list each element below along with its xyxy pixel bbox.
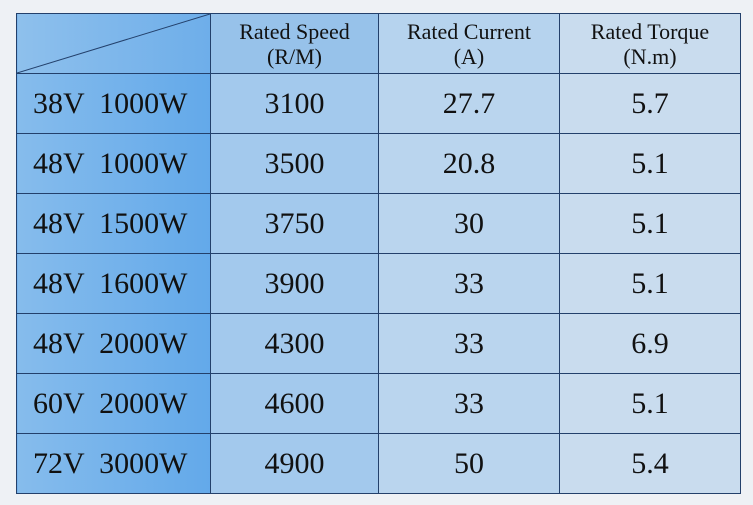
torque-cell: 5.1 [559,193,741,254]
torque-cell: 6.9 [559,313,741,374]
model-cell: 60V 2000W [16,373,211,434]
diagonal-divider [17,14,210,73]
current-cell: 33 [378,253,560,314]
table-row: 72V 3000W 4900 50 5.4 [16,433,741,494]
table-row: 48V 2000W 4300 33 6.9 [16,313,741,374]
header-rated-speed: Rated Speed (R/M) [210,13,379,74]
header-rated-current: Rated Current (A) [378,13,560,74]
speed-cell: 4600 [210,373,379,434]
speed-cell: 3100 [210,73,379,134]
corner-cell [16,13,211,74]
torque-cell: 5.7 [559,73,741,134]
header-speed-unit: (R/M) [267,43,322,69]
table-header-row: Rated Speed (R/M) Rated Current (A) Rate… [16,13,741,74]
torque-cell: 5.1 [559,253,741,314]
speed-cell: 4900 [210,433,379,494]
current-cell: 30 [378,193,560,254]
current-cell: 33 [378,373,560,434]
speed-cell: 4300 [210,313,379,374]
model-cell: 48V 1500W [16,193,211,254]
header-torque-title: Rated Torque [590,18,710,44]
torque-cell: 5.1 [559,373,741,434]
table-row: 60V 2000W 4600 33 5.1 [16,373,741,434]
current-cell: 33 [378,313,560,374]
model-cell: 48V 2000W [16,313,211,374]
header-current-title: Rated Current [406,18,532,44]
speed-cell: 3500 [210,133,379,194]
speed-cell: 3900 [210,253,379,314]
table-row: 38V 1000W 3100 27.7 5.7 [16,73,741,134]
table-row: 48V 1000W 3500 20.8 5.1 [16,133,741,194]
header-speed-title: Rated Speed [239,18,350,44]
table-row: 48V 1500W 3750 30 5.1 [16,193,741,254]
current-cell: 27.7 [378,73,560,134]
header-current-unit: (A) [453,43,485,69]
model-cell: 72V 3000W [16,433,211,494]
motor-spec-table: Rated Speed (R/M) Rated Current (A) Rate… [16,13,741,494]
model-cell: 48V 1000W [16,133,211,194]
model-cell: 38V 1000W [16,73,211,134]
torque-cell: 5.4 [559,433,741,494]
model-cell: 48V 1600W [16,253,211,314]
speed-cell: 3750 [210,193,379,254]
header-rated-torque: Rated Torque (N.m) [559,13,741,74]
current-cell: 20.8 [378,133,560,194]
current-cell: 50 [378,433,560,494]
torque-cell: 5.1 [559,133,741,194]
header-torque-unit: (N.m) [623,43,677,69]
table-row: 48V 1600W 3900 33 5.1 [16,253,741,314]
